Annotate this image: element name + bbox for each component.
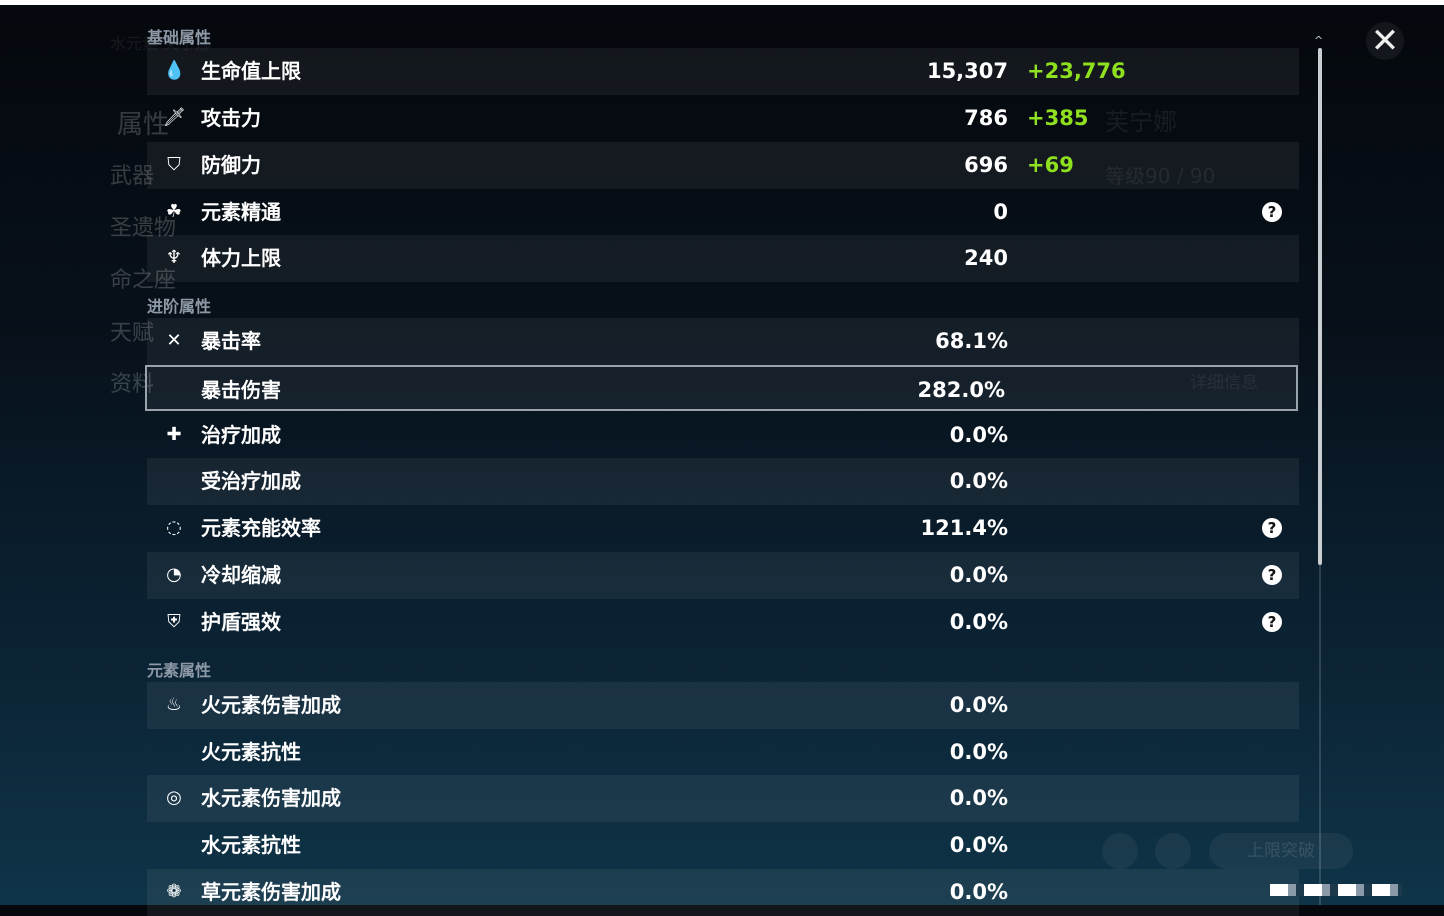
attribute-label: 冷却缩减 xyxy=(201,563,281,587)
attribute-label: 元素精通 xyxy=(201,200,281,224)
attribute-value: 68.1% xyxy=(935,329,1008,353)
bg-card-button xyxy=(1102,833,1138,869)
cooldown-icon: ◔ xyxy=(166,564,182,585)
attribute-value: 696 xyxy=(964,153,1008,177)
pyro-icon: ♨ xyxy=(165,694,183,715)
scrollbar-track[interactable] xyxy=(1319,565,1321,905)
attribute-value: 0.0% xyxy=(949,786,1008,810)
hp-drop-icon: 💧 xyxy=(163,60,186,81)
attribute-row[interactable]: 受治疗加成 0.0% xyxy=(147,458,1299,505)
attribute-label: 护盾强效 xyxy=(201,610,281,634)
attribute-value: 0.0% xyxy=(949,880,1008,904)
bg-details-button: 详细信息 xyxy=(1190,373,1258,393)
attribute-label: 水元素抗性 xyxy=(201,833,301,857)
attribute-row[interactable]: ♆ 体力上限 240 xyxy=(147,235,1299,282)
attribute-label: 暴击伤害 xyxy=(201,378,281,402)
scrollbar-thumb[interactable] xyxy=(1318,48,1322,565)
attribute-row[interactable]: 暴击伤害 282.0% xyxy=(145,365,1298,411)
attribute-value: 121.4% xyxy=(920,516,1008,540)
attribute-row[interactable]: 火元素抗性 0.0% xyxy=(147,729,1299,776)
attribute-value: 240 xyxy=(964,246,1008,270)
hydro-icon: ◎ xyxy=(166,787,182,808)
attribute-label: 生命值上限 xyxy=(201,59,301,83)
attribute-value: 0.0% xyxy=(949,833,1008,857)
attribute-row[interactable]: ◌ 元素充能效率 121.4%? xyxy=(147,505,1299,552)
bg-menu-weapon: 武器 xyxy=(110,164,155,189)
attribute-row[interactable]: ☘ 元素精通 0? xyxy=(147,189,1299,236)
attribute-row[interactable]: ⛉ 防御力 696 +69 xyxy=(147,142,1299,189)
attribute-value: 0.0% xyxy=(949,423,1008,447)
attribute-value: 786 xyxy=(964,106,1008,130)
attribute-label: 受治疗加成 xyxy=(201,469,301,493)
uid-redacted xyxy=(1270,884,1402,896)
close-button[interactable]: ✕ xyxy=(1366,22,1404,60)
section-title: 进阶属性 xyxy=(147,297,212,316)
attribute-label: 防御力 xyxy=(201,153,261,177)
stamina-icon: ♆ xyxy=(165,247,183,268)
attribute-label: 草元素伤害加成 xyxy=(201,880,341,904)
attribute-row[interactable]: ◎ 水元素伤害加成 0.0% xyxy=(147,775,1299,822)
attribute-label: 攻击力 xyxy=(201,106,261,130)
attribute-label: 火元素伤害加成 xyxy=(201,693,341,717)
elemental-mastery-icon: ☘ xyxy=(165,201,183,222)
bg-menu-talents: 天赋 xyxy=(110,321,155,346)
bg-character-name: 芙宁娜 xyxy=(1105,108,1177,136)
section-title: 基础属性 xyxy=(147,28,212,47)
attribute-row[interactable]: 💧 生命值上限 15,307 +23,776 xyxy=(147,48,1299,95)
attribute-value: 15,307 xyxy=(926,59,1008,83)
attribute-label: 体力上限 xyxy=(201,246,281,270)
attribute-row[interactable]: ♨ 火元素伤害加成 0.0% xyxy=(147,682,1299,729)
attribute-row[interactable]: ◔ 冷却缩减 0.0%? xyxy=(147,552,1299,599)
attribute-value: 0.0% xyxy=(949,610,1008,634)
window-top-edge xyxy=(0,0,1444,5)
bg-menu-attributes: 属性 xyxy=(117,110,170,140)
attribute-value: 0.0% xyxy=(949,563,1008,587)
bg-menu-artifacts: 圣遗物 xyxy=(110,216,177,241)
bg-level: 等级90 / 90 xyxy=(1105,164,1216,188)
help-icon[interactable]: ? xyxy=(1262,612,1282,632)
crit-rate-icon: ✕ xyxy=(166,330,182,351)
attribute-value: 0.0% xyxy=(949,693,1008,717)
attribute-label: 水元素伤害加成 xyxy=(201,786,341,810)
section-title: 元素属性 xyxy=(147,661,212,680)
attribute-row[interactable]: ❁ 草元素伤害加成 0.0% xyxy=(147,869,1299,916)
healing-cross-icon: ✚ xyxy=(166,424,182,445)
attribute-value: 0.0% xyxy=(949,740,1008,764)
close-icon: ✕ xyxy=(1370,21,1400,61)
attribute-label: 治疗加成 xyxy=(201,423,281,447)
shield-icon: ⛉ xyxy=(167,154,181,175)
attribute-label: 元素充能效率 xyxy=(201,516,321,540)
attribute-label: 火元素抗性 xyxy=(201,740,301,764)
bg-outfit-button xyxy=(1155,833,1191,869)
attribute-row[interactable]: 水元素抗性 0.0% xyxy=(147,822,1299,869)
bg-menu-constellation: 命之座 xyxy=(110,268,177,293)
scroll-up-icon[interactable]: ^ xyxy=(1314,34,1324,47)
sword-icon: 🗡 xyxy=(163,107,186,128)
attribute-row[interactable]: 🗡 攻击力 786 +385 xyxy=(147,95,1299,142)
attribute-label: 暴击率 xyxy=(201,329,261,353)
attribute-row[interactable]: ✕ 暴击率 68.1% xyxy=(147,318,1299,365)
dendro-icon: ❁ xyxy=(166,881,182,902)
attribute-bonus: +385 xyxy=(1027,106,1089,130)
attribute-value: 0 xyxy=(993,200,1008,224)
attribute-bonus: +69 xyxy=(1027,153,1074,177)
help-icon[interactable]: ? xyxy=(1262,565,1282,585)
attribute-row[interactable]: ✚ 治疗加成 0.0% xyxy=(147,412,1299,459)
attribute-value: 282.0% xyxy=(917,378,1005,402)
attribute-value: 0.0% xyxy=(949,469,1008,493)
attribute-row[interactable]: ⛨ 护盾强效 0.0%? xyxy=(147,599,1299,646)
attribute-bonus: +23,776 xyxy=(1027,59,1126,83)
bg-breakthrough-button: 上限突破 xyxy=(1209,833,1353,869)
bg-element-label: 水元素 芙宁娜 xyxy=(110,34,212,53)
help-icon[interactable]: ? xyxy=(1262,202,1282,222)
shield-strength-icon: ⛨ xyxy=(167,611,181,632)
energy-recharge-icon: ◌ xyxy=(166,517,182,538)
help-icon[interactable]: ? xyxy=(1262,518,1282,538)
